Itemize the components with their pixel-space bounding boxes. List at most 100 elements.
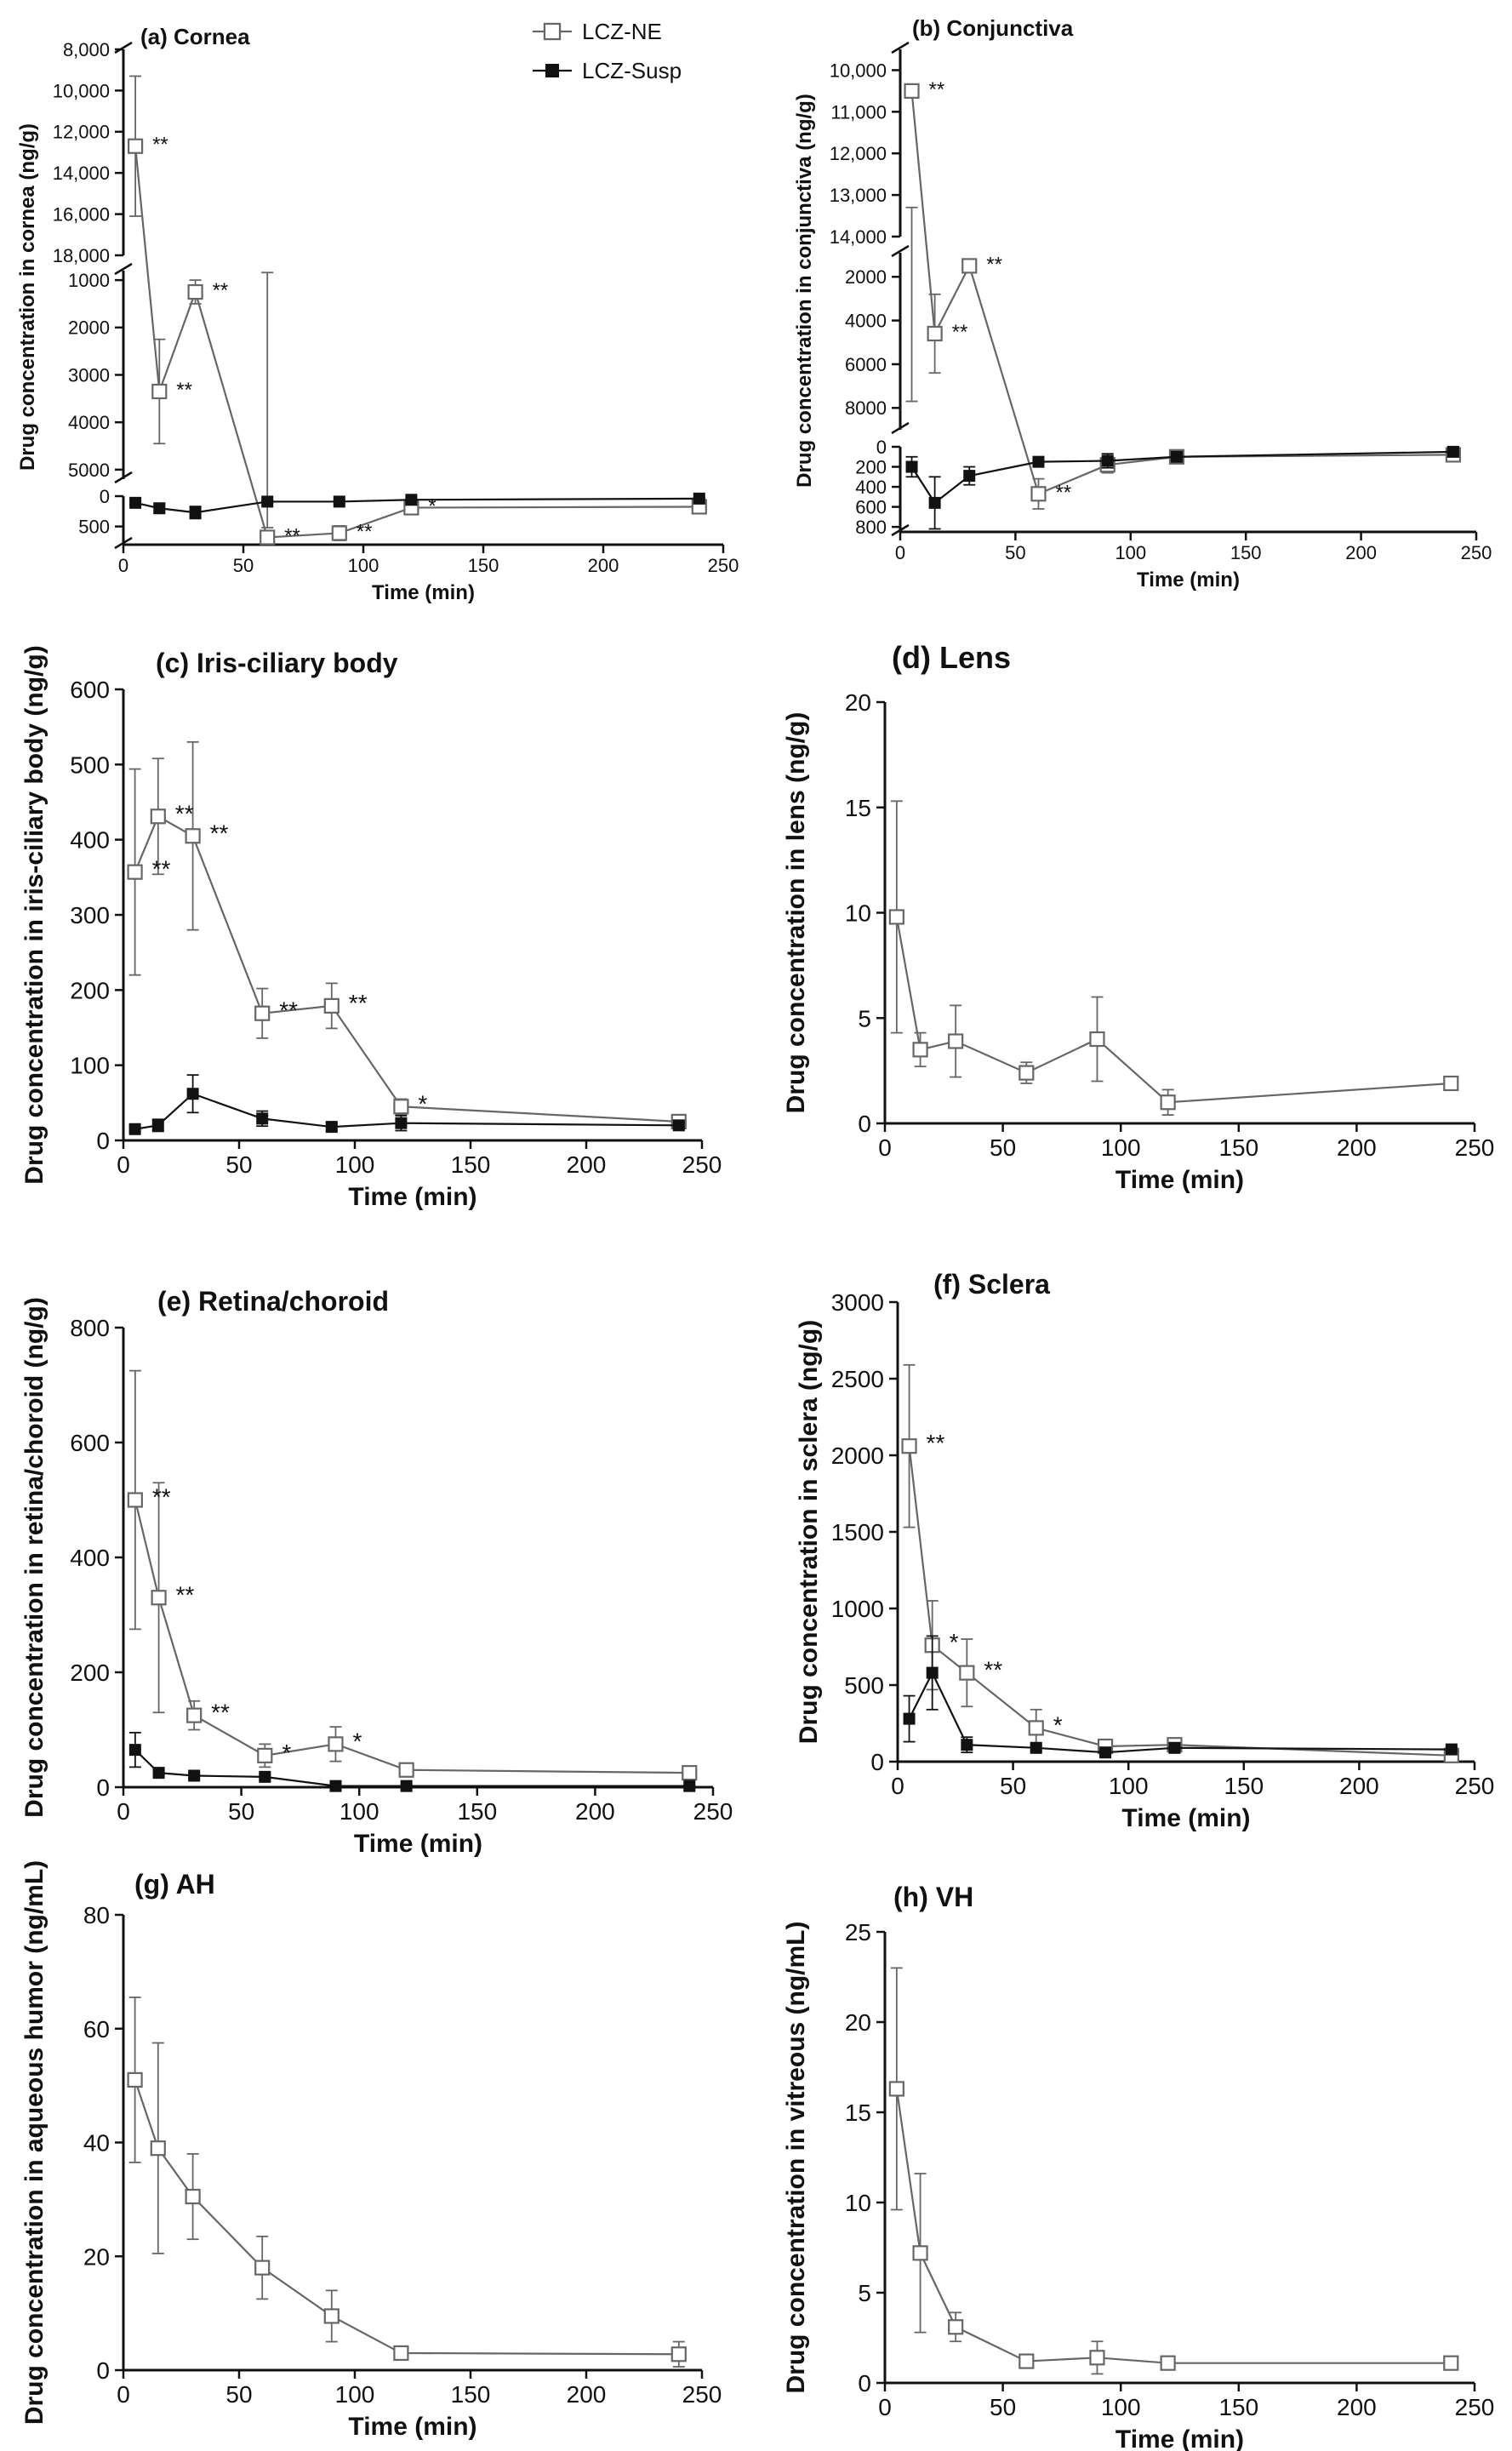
x-tick-label: 250	[1455, 2394, 1495, 2420]
y-tick-label: 12,000	[830, 143, 887, 164]
data-point	[188, 1769, 201, 1782]
x-tick-label: 50	[233, 555, 254, 576]
x-tick-label: 50	[225, 2381, 252, 2408]
y-tick-label: 40	[83, 2130, 110, 2157]
significance-label: **	[986, 253, 1002, 276]
significance-label: **	[152, 1484, 171, 1511]
y-tick-label: 10,000	[53, 80, 110, 101]
data-point	[1032, 455, 1045, 468]
y-tick-label: 2000	[68, 317, 110, 339]
data-point	[185, 828, 201, 844]
x-tick-label: 150	[1218, 1134, 1258, 1161]
significance-label: **	[284, 524, 300, 547]
significance-label: *	[428, 495, 436, 518]
x-tick-label: 150	[1218, 2394, 1258, 2420]
significance-label: **	[984, 1657, 1002, 1683]
chart-ah: (g) AH 0 50 100 150 200 250 0 20 40 60 80 Time (min)…	[20, 1860, 722, 2441]
significance-label: **	[152, 856, 171, 883]
data-point	[395, 1117, 408, 1129]
y-tick-label: 10	[845, 2190, 871, 2216]
series-line	[134, 146, 699, 539]
x-tick-label: 0	[117, 2381, 130, 2408]
data-point	[405, 494, 418, 506]
x-tick-label: 200	[1345, 542, 1377, 563]
y-tick-label: 6000	[845, 354, 887, 375]
significance-label: **	[210, 820, 229, 846]
data-point	[128, 1123, 141, 1135]
significance-label: *	[282, 1740, 291, 1766]
data-point	[928, 496, 941, 509]
significance-label: **	[952, 321, 968, 344]
y-tick-label: 12,000	[53, 122, 110, 143]
series-lcz-ne	[888, 1967, 1459, 2375]
data-point	[129, 496, 142, 509]
y-tick-label: 0	[96, 1774, 110, 1801]
y-tick-label: 4000	[845, 311, 887, 332]
y-tick-label: 5	[858, 1005, 871, 1031]
data-point	[1170, 450, 1183, 463]
data-point	[903, 1712, 916, 1725]
data-point	[256, 1112, 269, 1125]
x-axis-label: Time (min)	[354, 1830, 482, 1858]
y-tick-label: 200	[70, 1660, 110, 1686]
data-point	[1030, 1741, 1042, 1754]
legend-ne-label: LCZ-NE	[582, 19, 662, 44]
y-tick-label: 500	[844, 1672, 884, 1699]
legend-susp-label: LCZ-Susp	[582, 58, 682, 83]
significance-label: **	[213, 279, 229, 302]
x-axis-label: Time (min)	[1121, 1804, 1250, 1832]
significance-label: **	[357, 520, 373, 543]
series-lcz-susp	[129, 492, 705, 520]
data-point	[912, 2245, 928, 2261]
y-tick-label: 0	[96, 2357, 110, 2384]
series-line	[134, 814, 679, 1123]
x-tick-label: 250	[708, 555, 739, 576]
data-point	[1089, 1031, 1105, 1048]
data-point	[948, 2319, 964, 2335]
data-point	[948, 1033, 964, 1049]
data-point	[254, 1005, 271, 1021]
y-tick-label: 8000	[845, 397, 887, 419]
x-tick-label: 0	[891, 1773, 904, 1799]
y-tick-label: 11,000	[830, 101, 887, 123]
series-line	[134, 2079, 679, 2356]
data-point	[1101, 454, 1114, 467]
x-tick-label: 150	[451, 2381, 491, 2408]
data-point	[331, 525, 347, 541]
y-tick-label: 0	[100, 486, 110, 507]
y-tick-label: 20	[845, 689, 871, 716]
y-tick-label: 400	[855, 477, 887, 498]
x-tick-label: 0	[117, 1798, 130, 1825]
data-point	[328, 1736, 344, 1752]
y-tick-label: 20	[83, 2243, 110, 2270]
x-tick-label: 150	[1230, 542, 1262, 563]
x-tick-label: 150	[468, 555, 499, 576]
significance-label: **	[279, 997, 298, 1024]
x-tick-label: 0	[878, 1134, 892, 1161]
y-axis-label: Drug concentration in aqueous humor (ng/…	[20, 1860, 48, 2425]
y-tick-label: 300	[70, 902, 110, 928]
y-tick-label: 0	[858, 2370, 871, 2397]
x-tick-label: 200	[567, 1151, 607, 1178]
data-point	[151, 1590, 167, 1606]
data-point	[682, 1765, 698, 1781]
x-tick-label: 0	[117, 1151, 130, 1178]
x-tick-label: 150	[1224, 1773, 1264, 1799]
data-point	[393, 1099, 409, 1115]
x-tick-label: 250	[693, 1798, 733, 1825]
data-point	[333, 495, 345, 508]
axis-break-mark	[114, 41, 133, 54]
y-tick-label: 60	[83, 2016, 110, 2042]
legend-ne-marker-top	[543, 22, 562, 41]
data-point	[150, 808, 166, 825]
significance-label: *	[418, 1090, 427, 1117]
chart-title: (b) Conjunctiva	[912, 15, 1074, 41]
x-tick-label: 100	[1101, 1134, 1141, 1161]
y-tick-label: 4000	[68, 412, 110, 433]
y-tick-label: 8,000	[63, 39, 110, 60]
series-line	[895, 2088, 1452, 2364]
chart-title: (d) Lens	[892, 640, 1011, 675]
data-point	[393, 2345, 409, 2362]
